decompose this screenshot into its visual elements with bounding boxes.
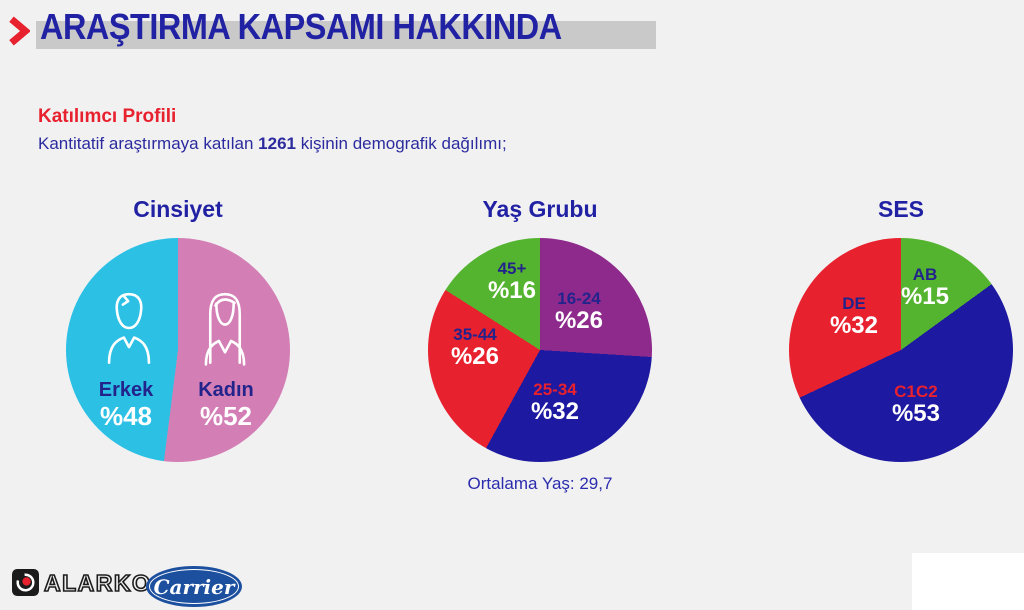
chart-title-yas-grubu: Yaş Grubu [482,196,598,222]
intro-prefix: Kantitatif araştırmaya katılan [38,134,254,153]
slice-name: 45+ [497,259,527,278]
intro-suffix: kişinin demografik dağılımı; [300,134,507,153]
carrier-logo: Carrier [146,566,242,607]
slice-name: DE [842,294,866,313]
slice-value: %15 [900,283,950,311]
slice-de: DE %32 [814,294,894,340]
slice-name: 25-34 [533,380,577,399]
corner-placeholder [912,553,1024,610]
pie-chart-cinsiyet: Erkek %48 Kadın %52 [66,238,290,462]
slice-c1c2: C1C2 %53 [876,382,956,428]
slice-value: %48 [99,400,153,431]
alarko-logo-icon [12,569,39,601]
carrier-wordmark: Carrier [153,574,235,599]
slice-value: %32 [530,398,580,426]
slice-value: %52 [199,400,253,431]
pie-chart-ses: AB %15 DE %32 C1C2 %53 [789,238,1013,462]
slice-name: 16-24 [557,289,601,308]
intro-count: 1261 [258,134,296,153]
slice-name: C1C2 [894,382,938,401]
pie-chart-yas-grubu: 45+ %16 16-24 %26 35-44 %26 25-34 %32 [428,238,652,462]
slice-erkek: Erkek %48 [86,379,166,431]
intro-text: Kantitatif araştırmaya katılan 1261 kişi… [38,134,507,154]
chart-title-cinsiyet: Cinsiyet [133,196,223,222]
slice-value: %26 [554,307,604,335]
section-heading: Katılımcı Profili [38,106,177,127]
slice-35-44: 35-44 %26 [435,325,515,371]
slice-value: %53 [891,400,941,428]
slice-name: Erkek [98,379,154,401]
slice-16-24: 16-24 %26 [539,289,619,335]
slice-name: Kadın [198,379,254,401]
slice-name: AB [912,265,938,284]
slice-value: %26 [450,343,500,371]
slice-value: %32 [829,312,879,340]
title-highlight-bar [36,21,656,49]
slice-name: 35-44 [453,325,497,344]
slice-kadin: Kadın %52 [186,379,266,431]
chart-title-ses: SES [877,196,925,222]
slice-45-plus: 45+ %16 [472,259,552,305]
male-person-icon [103,286,155,370]
chevron-right-icon [8,16,31,51]
slice-ab: AB %15 [885,265,965,311]
female-person-icon [199,286,251,370]
average-age-note: Ortalama Yaş: 29,7 [467,474,613,493]
slice-value: %16 [487,277,537,305]
slice-25-34: 25-34 %32 [515,380,595,426]
alarko-wordmark: ALARKO [43,569,152,597]
page-title: ARAŞTIRMA KAPSAMI HAKKINDA [40,6,562,47]
